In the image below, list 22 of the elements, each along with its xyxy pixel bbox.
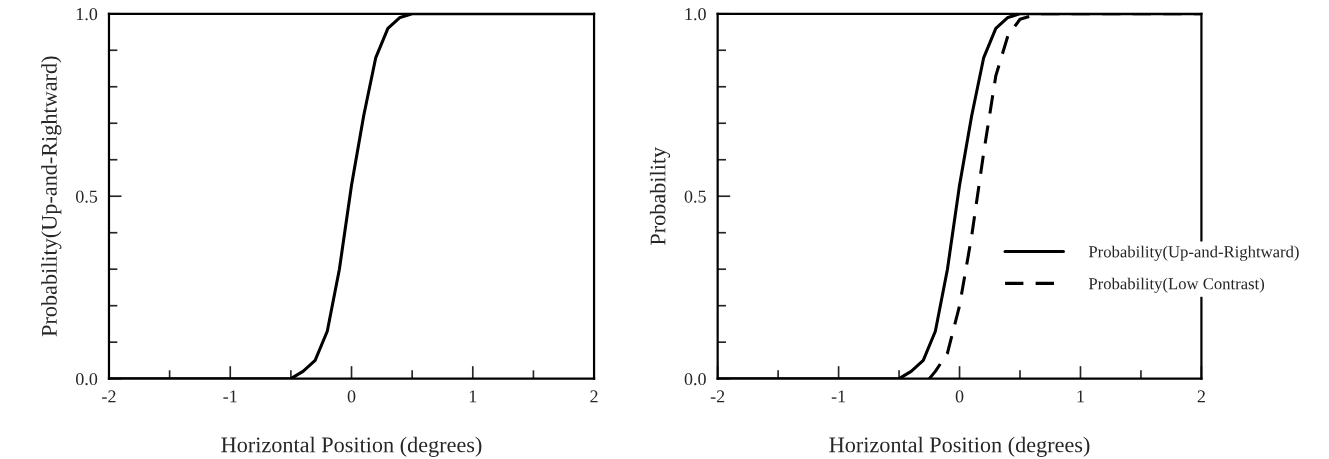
x-axis-title: Horizontal Position (degrees) bbox=[829, 436, 1090, 457]
x-axis-title: Horizontal Position (degrees) bbox=[221, 436, 482, 457]
x-tick-label: 2 bbox=[590, 390, 598, 403]
y-tick-label: 0.0 bbox=[75, 372, 98, 386]
x-tick-label: -1 bbox=[223, 390, 237, 403]
y-tick-label: 1.0 bbox=[76, 8, 98, 21]
x-tick-label: 1 bbox=[1077, 390, 1084, 403]
x-tick-label: -2 bbox=[102, 390, 116, 403]
y-tick-label: 0.0 bbox=[684, 372, 706, 386]
x-tick-label: 2 bbox=[1197, 390, 1205, 403]
y-axis-title: Probability(Up-and-Rightward) bbox=[41, 56, 62, 337]
y-tick-label: 0.5 bbox=[684, 190, 706, 203]
x-tick-label: 1 bbox=[469, 390, 477, 403]
x-tick-label: -1 bbox=[831, 390, 846, 403]
x-tick-label: 0 bbox=[955, 390, 964, 403]
legend-label: Probability(Up-and-Rightward) bbox=[1088, 245, 1299, 261]
legend-label: Probability(Low Contrast) bbox=[1088, 277, 1265, 293]
y-axis-title: Probability bbox=[649, 146, 671, 245]
y-tick-label: 0.5 bbox=[75, 190, 98, 203]
x-tick-label: -2 bbox=[710, 390, 725, 403]
y-tick-label: 1.0 bbox=[685, 8, 706, 21]
x-tick-label: 0 bbox=[347, 390, 356, 403]
